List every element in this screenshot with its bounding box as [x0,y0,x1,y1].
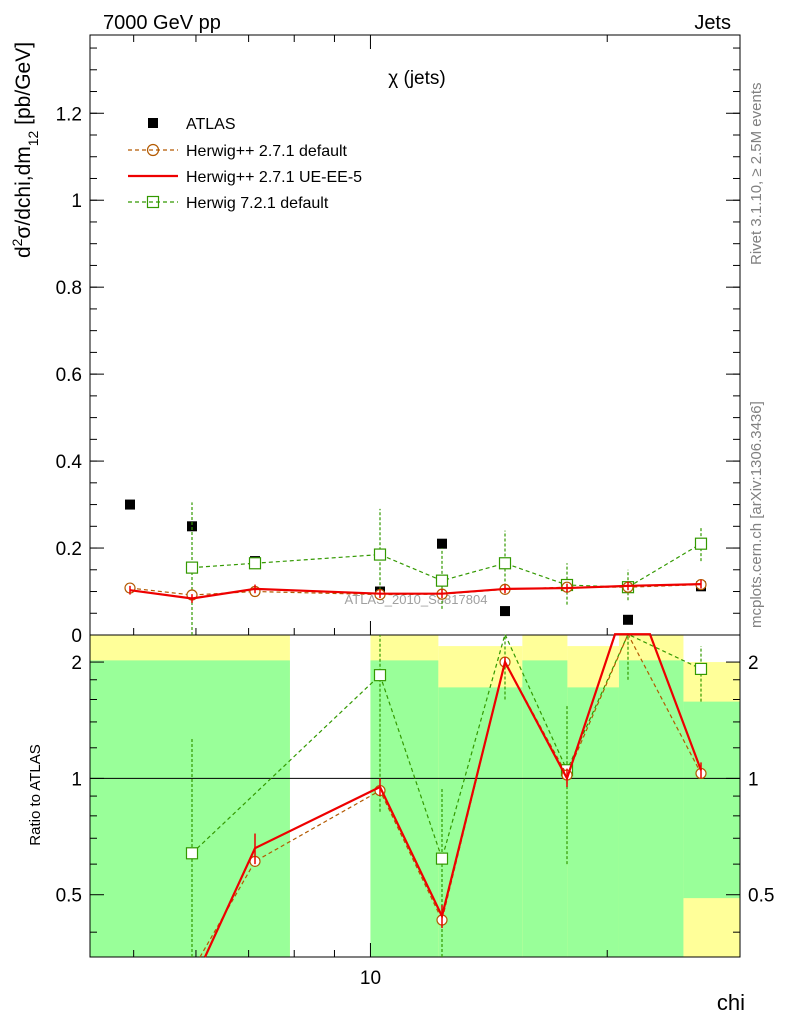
legend-marker-herwigpp-default [146,143,160,157]
legend-label-herwigpp-default: Herwig++ 2.7.1 default [186,143,348,160]
ratio-y-tick-label: 2 [71,653,82,674]
ratio-herwig7-data-point [373,669,387,682]
ratio-y-tick-label: 1 [71,769,82,790]
main-series-layer [124,499,708,635]
legend: ATLAS Herwig++ 2.7.1 default Herwig++ 2.… [128,116,362,212]
legend-label-atlas: ATLAS [186,116,236,133]
ratio-herwig7-data-point [435,852,449,865]
herwig7-data-point [185,561,199,574]
main-y-axis-label: d2σ/dchi,dm12 [pb/GeV] [9,42,41,258]
atlas-data-point [187,521,197,532]
x-axis-label: chi [717,990,745,1015]
ratio-green-band [438,687,523,957]
rivet-label: Rivet 3.1.10, ≥ 2.5M events [748,83,765,266]
legend-label-herwig7-default: Herwig 7.2.1 default [186,195,329,212]
ratio-y-tick-label-right: 1 [748,769,759,790]
legend-marker-herwig7-default [146,195,160,209]
ratio-y-tick-label-right: 2 [748,653,759,674]
main-y-tick-label: 1 [71,191,82,212]
ratio-herwigpp-default-line [199,632,702,958]
ratio-y-ticks: 0.5 0.5 1 1 2 2 [56,653,774,933]
ratio-y-axis-label: Ratio to ATLAS [27,744,44,845]
main-y-tick-label: 0.6 [56,365,82,386]
ratio-green-band [370,660,439,957]
ratio-green-band [567,687,619,957]
atlas-data-point [500,606,510,617]
ratio-herwig7-data-point [694,662,708,676]
main-y-tick-label: 1.2 [56,104,82,125]
ratio-green-band [90,660,290,957]
main-y-tick-label: 0.4 [56,452,83,473]
atlas-data-point [125,499,135,510]
legend-label-herwigpp-ueee5: Herwig++ 2.7.1 UE-EE-5 [186,169,362,186]
plot-title: χ (jets) [388,68,445,89]
herwig7-data-point [248,557,262,570]
ratio-y-tick-label-right: 0.5 [748,886,774,907]
ratio-y-tick-label: 0.5 [56,886,82,907]
ratio-green-band [618,660,684,957]
mcplots-label: mcplots.cern.ch [arXiv:1306.3436] [748,401,765,628]
herwig7-data-point [498,557,512,570]
herwig7-data-point [694,537,708,550]
atlas-data-point [437,538,447,549]
ratio-green-band [683,701,740,899]
category-label: Jets [694,12,731,34]
x-ticks: 10 [133,35,608,989]
legend-marker-atlas [148,118,158,128]
atlas-data-point [623,614,633,625]
main-y-tick-label: 0.8 [56,278,82,299]
herwig7-data-point [435,574,449,587]
ratio-series-layer [185,632,708,958]
herwig7-data-point [373,548,387,561]
main-y-ticks: 0 0.2 0.4 0.6 0.8 1 1.2 [56,47,740,647]
ratio-uncertainty-bands [90,635,740,957]
main-y-tick-label: 0.2 [56,539,82,560]
x-tick-label: 10 [360,968,381,989]
main-y-tick-label: 0 [71,626,82,647]
energy-label: 7000 GeV pp [103,12,221,34]
ratio-herwig7-data-point [185,847,199,860]
ratio-green-band [522,660,568,957]
